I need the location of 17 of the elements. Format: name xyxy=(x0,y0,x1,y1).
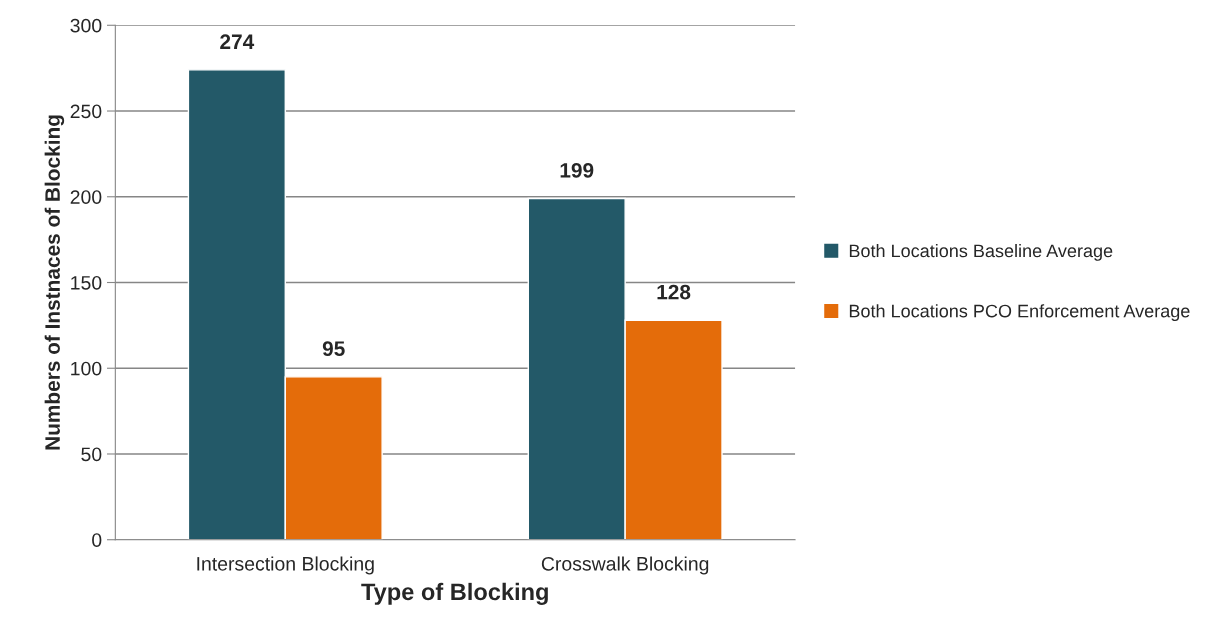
x-tick-label: Crosswalk Blocking xyxy=(541,556,709,575)
y-tick-label: 100 xyxy=(71,361,102,376)
legend-label: Both Locations PCO Enforcement Average xyxy=(849,304,1190,321)
y-tick-label: 0 xyxy=(92,533,102,547)
data-label: 128 xyxy=(657,284,691,300)
y-tick-label: 250 xyxy=(70,104,102,119)
data-label: 274 xyxy=(220,34,255,49)
y-tick-label: 50 xyxy=(81,447,102,462)
data-label: 199 xyxy=(560,162,594,178)
legend-label: Both Locations Baseline Average xyxy=(849,244,1113,261)
y-tick-label: 150 xyxy=(71,275,102,290)
x-axis-title: Type of Blocking xyxy=(361,582,548,605)
data-label: 95 xyxy=(322,341,345,357)
y-axis-title: Numbers of Instnaces of Blocking xyxy=(44,115,65,450)
y-tick-label: 200 xyxy=(70,190,102,204)
x-tick-label: Intersection Blocking xyxy=(197,556,374,575)
y-tick-label: 300 xyxy=(70,18,102,33)
